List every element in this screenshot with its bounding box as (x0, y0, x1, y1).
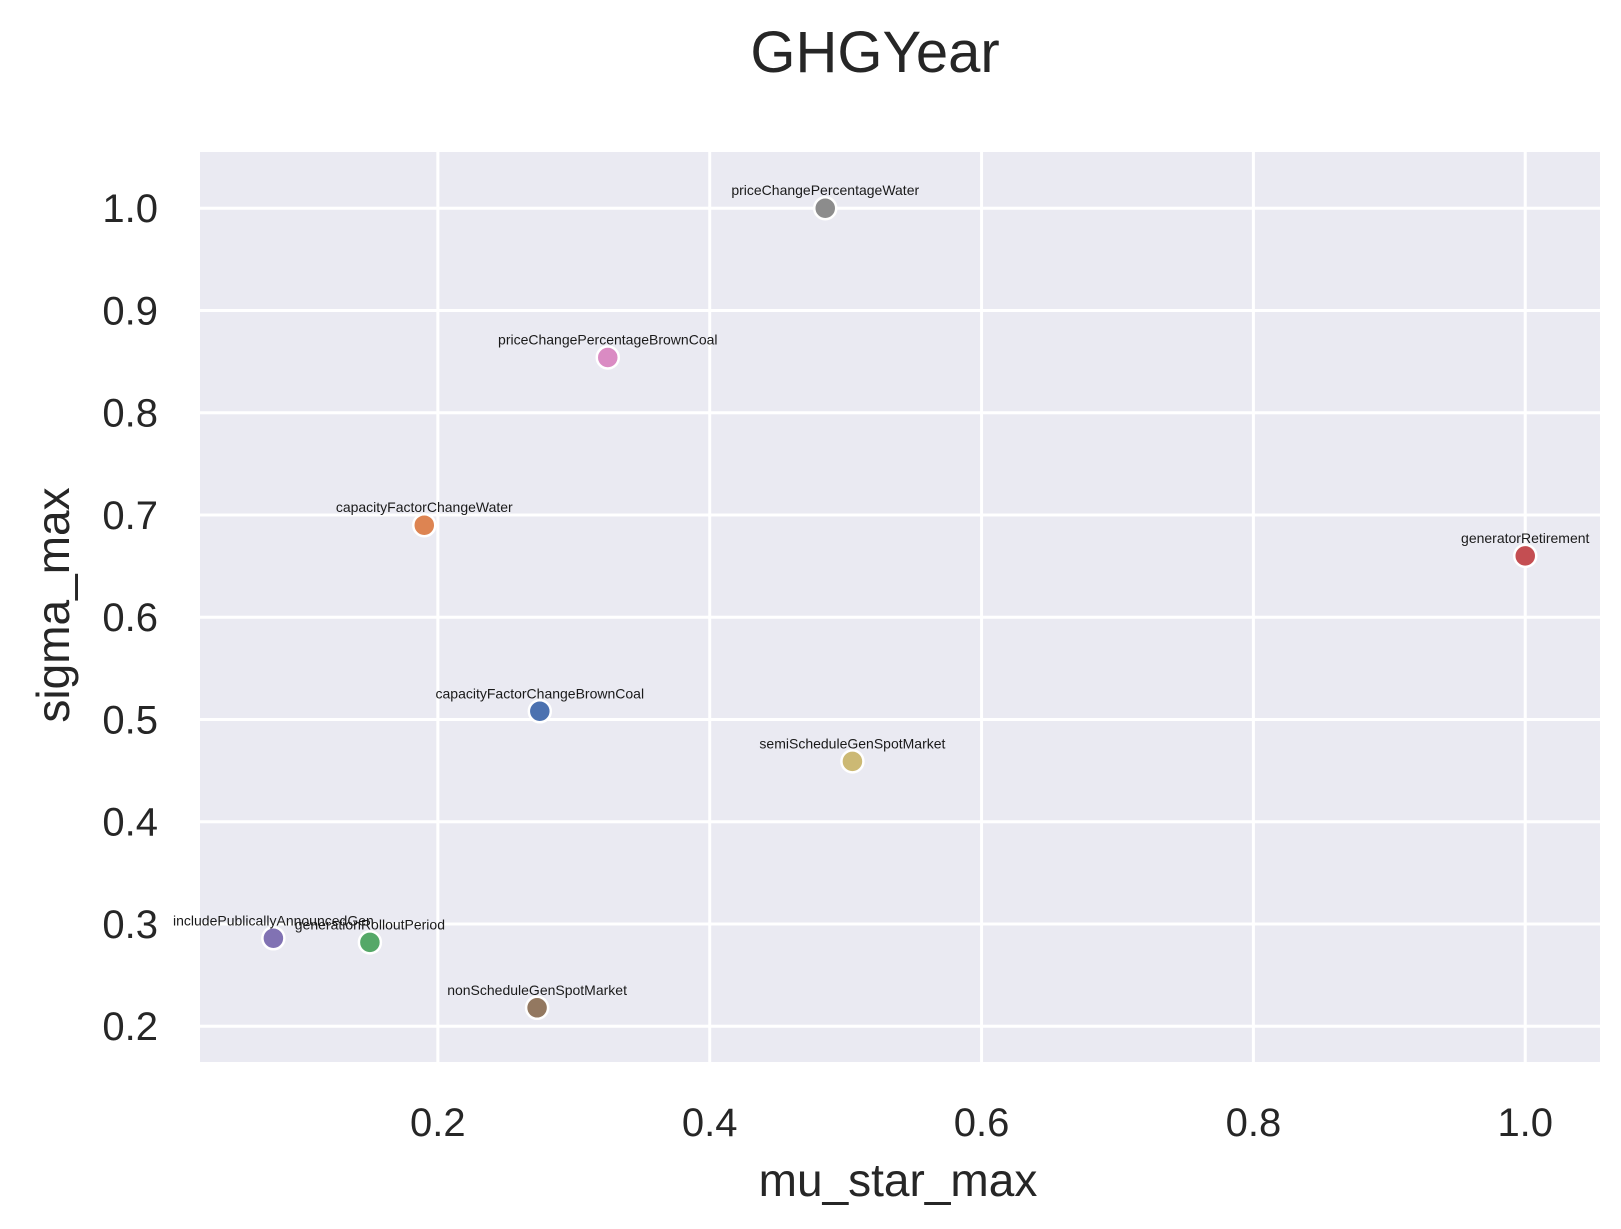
scatter-point (357, 930, 383, 955)
point-label: nonScheduleGenSpotMarket (447, 982, 627, 998)
point-label: capacityFactorChangeWater (336, 499, 513, 515)
y-tick-label: 0.7 (102, 494, 158, 538)
y-tick-label: 0.8 (102, 392, 158, 436)
x-tick-label: 0.2 (410, 1101, 466, 1145)
y-tick-label: 0.2 (102, 1005, 158, 1049)
scatter-point (412, 512, 437, 538)
scatter-point (1512, 543, 1538, 569)
scatter-point (840, 749, 865, 774)
scatter-point (595, 345, 621, 370)
point-label: semiScheduleGenSpotMarket (759, 735, 945, 751)
x-tick-label: 1.0 (1497, 1101, 1553, 1145)
y-tick-label: 0.9 (102, 289, 158, 333)
point-labels: capacityFactorChangeBrownCoal capacityFac… (173, 182, 1590, 998)
x-tick-label: 0.6 (954, 1101, 1010, 1145)
x-gridlines (436, 152, 1527, 1062)
point-label: priceChangePercentageBrownCoal (498, 332, 717, 348)
scatter-point (524, 995, 550, 1021)
x-axis-label: mu_star_max (759, 1154, 1038, 1206)
x-tick-label: 0.8 (1226, 1101, 1282, 1145)
y-tick-label: 0.3 (102, 903, 158, 947)
y-tick-label: 1.0 (102, 187, 158, 231)
point-label: generatorRetirement (1461, 530, 1590, 546)
chart-title: GHGYear (750, 20, 999, 85)
scatter-point (812, 195, 838, 221)
data-points (261, 195, 1538, 1021)
x-tick-labels: 0.2 0.4 0.6 0.8 1.0 (410, 1101, 1553, 1145)
point-label: priceChangePercentageWater (731, 182, 919, 198)
point-label: capacityFactorChangeBrownCoal (436, 685, 645, 701)
x-tick-label: 0.4 (682, 1101, 738, 1145)
y-tick-label: 0.4 (102, 801, 158, 845)
y-tick-label: 0.5 (102, 698, 158, 742)
y-gridlines (200, 206, 1600, 1028)
point-label: generationRolloutPeriod (295, 916, 445, 932)
point-label: includePublicallyAnnouncedGen (173, 912, 374, 928)
y-tick-labels: 0.2 0.3 0.4 0.5 0.6 0.7 0.8 0.9 1.0 (102, 187, 158, 1049)
y-axis-label: sigma_max (27, 487, 79, 722)
y-tick-label: 0.6 (102, 596, 158, 640)
plot-area (200, 152, 1600, 1062)
scatter-point (527, 699, 553, 724)
scatter-point (261, 926, 286, 951)
